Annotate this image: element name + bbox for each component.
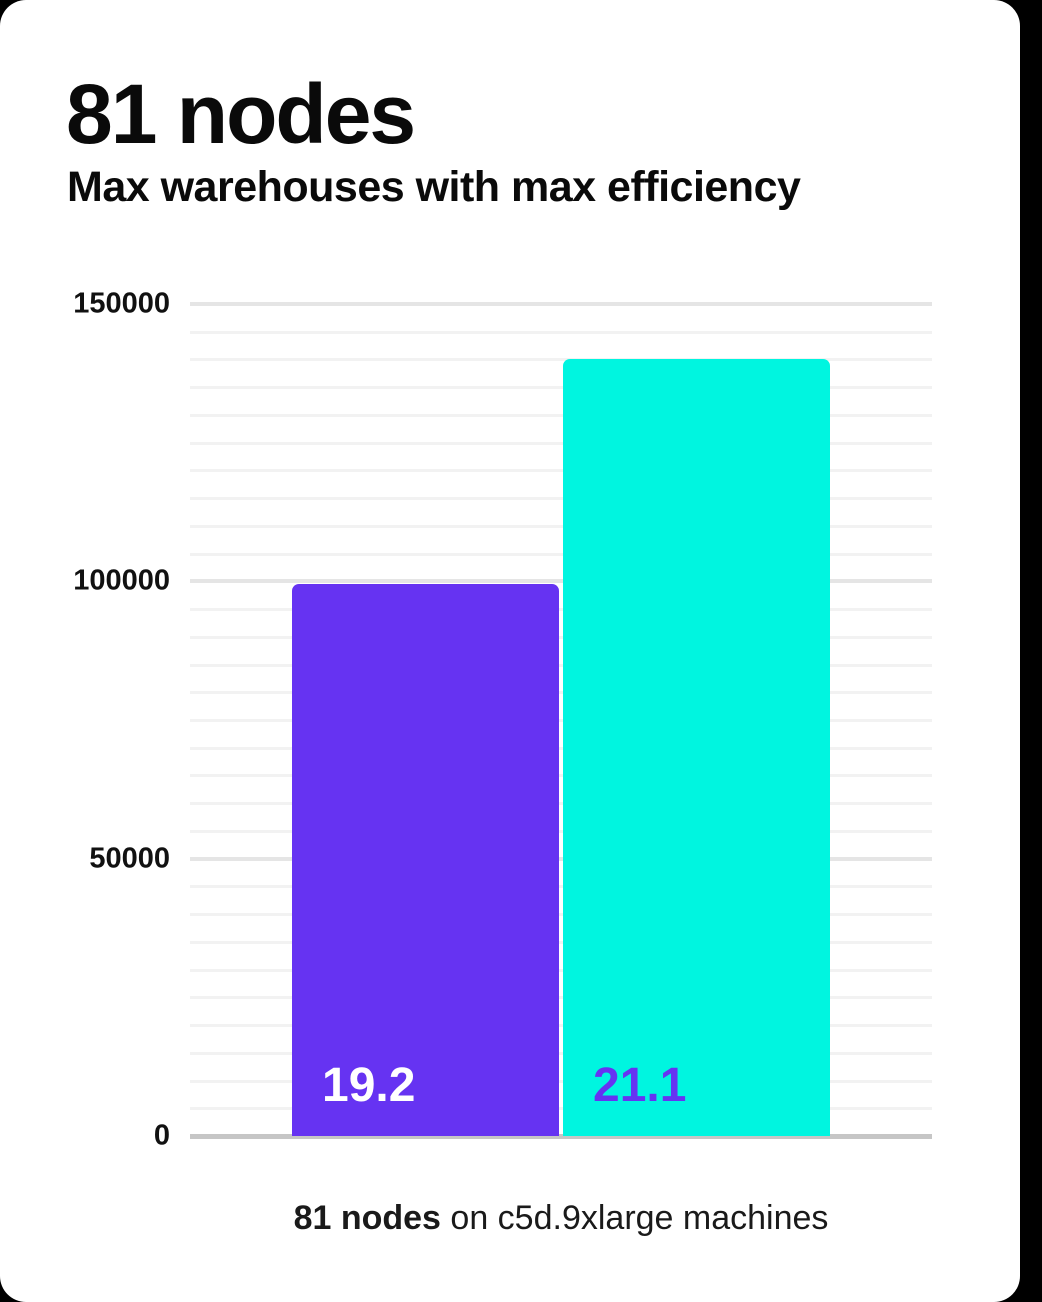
y-axis: 0 50000 100000 150000: [0, 289, 170, 1150]
gridline-minor: [190, 885, 932, 889]
chart-title: 81 nodes: [66, 67, 416, 161]
gridline-minor: [190, 968, 932, 972]
gridline-minor: [190, 940, 932, 944]
bar-value-label: 21.1: [593, 1059, 687, 1112]
gridline-major: [190, 579, 932, 584]
gridline-minor: [190, 358, 932, 362]
gridline-major: [190, 302, 932, 306]
gridline-minor: [190, 802, 932, 806]
gridline-minor: [190, 1079, 932, 1083]
gridline-minor: [190, 524, 932, 528]
gridline-major: [190, 856, 932, 861]
caption: 81 nodes on c5d.9xlarge machines: [190, 1198, 932, 1239]
y-tick-label: 150000: [73, 287, 170, 320]
bar-21.1: 21.1: [563, 359, 830, 1136]
gridline-minor: [190, 774, 932, 778]
caption-bold-text: 81 nodes: [293, 1199, 441, 1237]
x-axis-line: [190, 1134, 932, 1139]
bar-19.2: 19.2: [292, 584, 559, 1136]
y-tick-label: 100000: [73, 564, 170, 597]
gridline-minor: [190, 608, 932, 612]
gridline-minor: [190, 552, 932, 556]
gridline-minor: [190, 996, 932, 1000]
bar-value-label: 19.2: [322, 1059, 416, 1112]
gridline-minor: [190, 1024, 932, 1028]
chart-card: 81 nodes Max warehouses with max efficie…: [0, 0, 1020, 1302]
gridline-minor: [190, 746, 932, 750]
caption-regular-text: on c5d.9xlarge machines: [440, 1199, 829, 1237]
gridline-minor: [190, 386, 932, 390]
gridline-minor: [190, 691, 932, 695]
gridline-minor: [190, 1051, 932, 1055]
gridline-minor: [190, 663, 932, 667]
gridline-minor: [190, 413, 932, 417]
gridline-minor: [190, 441, 932, 445]
gridline-minor: [190, 1107, 932, 1111]
gridline-minor: [190, 719, 932, 722]
chart-subtitle: Max warehouses with max efficiency: [67, 163, 801, 211]
gridline-minor: [190, 635, 932, 639]
gridline-minor: [190, 829, 932, 833]
gridline-minor: [190, 497, 932, 501]
gridline-minor: [190, 330, 932, 334]
gridline-minor: [190, 469, 932, 473]
plot-area: 19.2 21.1: [190, 302, 932, 1139]
y-tick-label: 0: [153, 1119, 170, 1152]
gridline-minor: [190, 913, 932, 917]
y-tick-label: 50000: [89, 842, 170, 875]
